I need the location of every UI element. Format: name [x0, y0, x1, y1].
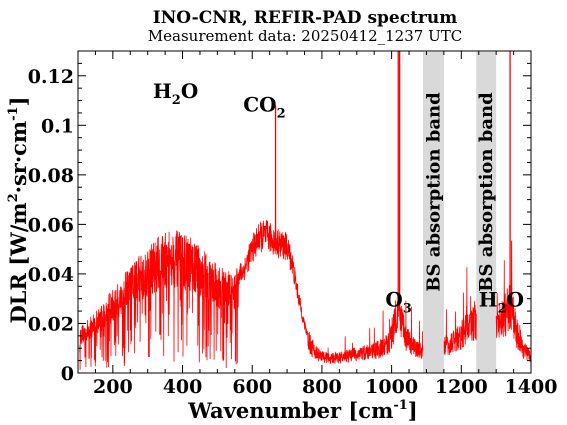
annotation-2: CO2 [243, 93, 285, 122]
y-axis-label-end: ] [6, 96, 31, 106]
y-tick-label: 0.02 [28, 313, 74, 335]
y-tick-label: 0.1 [41, 115, 74, 137]
y-axis-label-middle: ·sr·cm [6, 121, 31, 194]
species-annotations: H2O CO2 O3 H2O [153, 79, 524, 317]
x-axis-label: Wavenumber [cm [187, 398, 393, 423]
absorption-band-label-1: BS absorption band [423, 92, 444, 292]
x-tick-label: 1000 [365, 376, 418, 398]
x-tick-label: 200 [93, 376, 133, 398]
chart-title: INO-CNR, REFIR-PAD spectrum [153, 8, 457, 28]
y-axis-ticks: 0 0.02 0.04 0.06 0.08 0.1 0.12 [28, 50, 531, 385]
y-tick-label: 0.08 [28, 165, 74, 187]
annotation-4: H2O [479, 288, 524, 317]
y-axis-label-exponent-1: 2 [6, 193, 21, 202]
absorption-band-labels: BS absorption band BS absorption band [423, 92, 497, 292]
spectrum-line-segment-2 [443, 267, 477, 356]
spectrum-series [79, 51, 532, 370]
x-tick-label: 1400 [505, 376, 558, 398]
y-tick-label: 0 [61, 363, 74, 385]
y-tick-label: 0.12 [28, 66, 74, 88]
x-axis-label-end: ] [408, 398, 418, 423]
y-axis-title: DLR [W/m2·sr·cm-1] [6, 96, 31, 323]
absorption-band-2 [476, 52, 497, 373]
spectrum-line-segment-3 [495, 240, 532, 362]
x-axis-title: Wavenumber [cm-1] [187, 398, 417, 423]
spectrum-line-segment-1 [79, 220, 424, 370]
y-axis-label-exponent-2: -1 [6, 106, 21, 120]
x-tick-label: 800 [302, 376, 342, 398]
y-tick-label: 0.06 [28, 214, 74, 236]
y-tick-label: 0.04 [28, 264, 74, 286]
x-axis-ticks: 200 400 600 800 1000 1200 1400 [77, 51, 558, 398]
x-tick-label: 400 [163, 376, 203, 398]
chart-subtitle: Measurement data: 20250412_1237 UTC [148, 27, 462, 45]
x-tick-label: 600 [232, 376, 272, 398]
absorption-band-label-2: BS absorption band [476, 92, 497, 292]
x-axis-label-exponent: -1 [393, 398, 407, 413]
x-tick-label: 1200 [435, 376, 488, 398]
y-axis-label: DLR [W/m [6, 202, 31, 323]
annotation-1: H2O [153, 79, 198, 108]
annotation-3: O3 [385, 288, 411, 317]
absorption-band-1 [422, 52, 444, 373]
absorption-bands [422, 52, 497, 373]
